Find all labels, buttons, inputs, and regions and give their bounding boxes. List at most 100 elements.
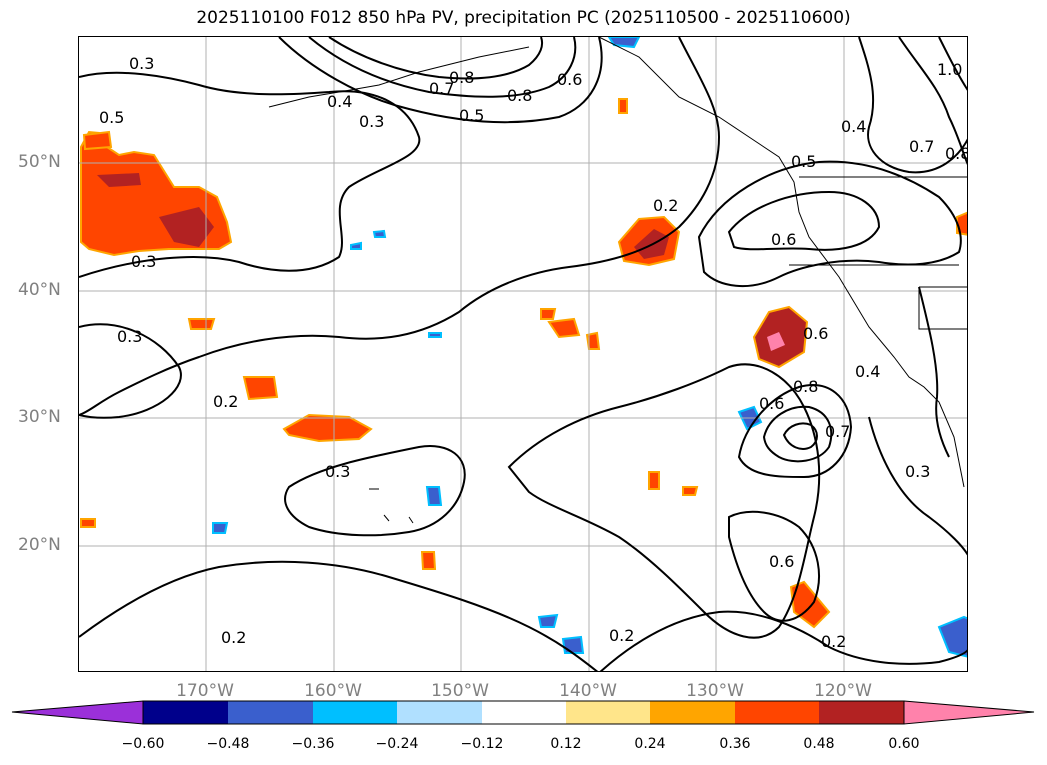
map-title: 2025110100 F012 850 hPa PV, precipitatio… (196, 8, 851, 28)
contour-label: 0.7 (825, 422, 850, 441)
coastline-north-america (598, 37, 965, 488)
contour-label: 0.6 (769, 552, 794, 571)
contour-21 (938, 37, 967, 91)
precip-core-east-mid (767, 332, 785, 351)
contour-11 (762, 405, 833, 463)
hawaii-islands (369, 488, 414, 524)
contour-12 (782, 422, 818, 450)
contour-10 (737, 384, 853, 479)
contour-7 (697, 160, 962, 288)
map-panel: 0.3 0.4 0.5 0.3 0.7 0.8 0.5 0.8 0.6 1.0 … (78, 36, 968, 672)
contour-8 (727, 190, 881, 251)
contour-label: 0.4 (841, 117, 866, 136)
precip-area-west-top (82, 130, 113, 151)
colorbar-outline (142, 700, 905, 725)
lon-label-170w: 170°W (176, 681, 234, 701)
contour-label: 0.7 (429, 79, 454, 98)
colorbar-tick: 0.60 (888, 736, 920, 752)
lon-label-120w: 120°W (814, 681, 872, 701)
contour-1 (79, 71, 421, 278)
precip-area-mid1 (242, 376, 279, 401)
colorbar-swatch (819, 701, 904, 724)
contour-5 (79, 37, 721, 416)
precip-core-west (97, 173, 214, 247)
pv-contours (79, 37, 967, 671)
contour-label: 0.3 (131, 252, 156, 271)
lat-label-50n: 50°N (18, 152, 61, 172)
contour-17 (868, 416, 967, 556)
colorbar-tick: −0.36 (291, 736, 335, 752)
contour-label: 0.3 (117, 327, 142, 346)
precip-area-mid4 (540, 308, 601, 350)
precip-positive-areas (80, 98, 967, 629)
precip-area-small1 (80, 98, 967, 570)
colorbar-extend-left (11, 700, 144, 725)
border-states (789, 264, 967, 330)
contour-label-group: 0.3 0.4 0.5 0.3 0.7 0.8 0.5 0.8 0.6 1.0 … (99, 54, 968, 651)
contour-label: 0.8 (793, 377, 818, 396)
colorbar-swatch (482, 701, 566, 724)
contour-label: 0.2 (213, 392, 238, 411)
coastline-aleutians (268, 46, 530, 108)
colorbar-tick: −0.24 (375, 736, 419, 752)
lon-label-140w: 140°W (559, 681, 617, 701)
colorbar-tick: −0.12 (460, 736, 504, 752)
precip-area-west (80, 130, 233, 257)
map-canvas: 0.3 0.4 0.5 0.3 0.7 0.8 0.5 0.8 0.6 1.0 … (79, 37, 968, 671)
contour-label: 0.2 (221, 628, 246, 647)
contour-label: 0.6 (759, 394, 784, 413)
colorbar-tick: 0.12 (550, 736, 582, 752)
contour-label: 0.6 (771, 230, 796, 249)
contour-6 (79, 323, 182, 419)
contour-label: 0.3 (325, 462, 350, 481)
contour-15 (79, 560, 599, 671)
precip-area-mid2 (282, 413, 373, 443)
contour-label: 1.0 (937, 60, 962, 79)
contour-label: 0.4 (327, 92, 352, 111)
colorbar-swatch (397, 701, 482, 724)
colorbar-swatch (735, 701, 819, 724)
contour-3 (308, 37, 577, 98)
precip-neg-se (937, 615, 967, 658)
contour-label: 0.2 (609, 626, 634, 645)
lon-label-160w: 160°W (304, 681, 362, 701)
contour-9 (507, 363, 821, 639)
precip-neg-small (212, 229, 585, 654)
contour-label: 0.8 (507, 86, 532, 105)
colorbar-extend-right (903, 700, 1035, 725)
contour-14 (284, 445, 466, 537)
contour-label: 0.8 (945, 144, 968, 163)
contour-4 (328, 37, 544, 80)
contour-label: 0.7 (909, 137, 934, 156)
contour-label: 0.6 (557, 70, 582, 89)
contour-label: 0.2 (653, 196, 678, 215)
colorbar-swatch (313, 701, 397, 724)
colorbar-swatch (650, 701, 735, 724)
colorbar-tick: 0.48 (803, 736, 835, 752)
contour-label: 0.8 (449, 68, 474, 87)
lat-label-40n: 40°N (18, 280, 61, 300)
contour-label: 0.2 (821, 632, 846, 651)
precip-area-mid3 (187, 318, 216, 330)
colorbar-tick: 0.24 (634, 736, 666, 752)
lat-label-30n: 30°N (18, 407, 61, 427)
graticule (79, 37, 967, 671)
contour-label: 0.5 (99, 108, 124, 127)
contour-19 (858, 37, 967, 174)
contour-label: 0.3 (359, 112, 384, 131)
contour-18 (918, 286, 950, 458)
precip-neg-top (607, 37, 641, 49)
lat-label-20n: 20°N (18, 535, 61, 555)
contour-label: 0.5 (791, 152, 816, 171)
contour-label: 0.6 (803, 324, 828, 343)
colorbar-tick: −0.60 (121, 736, 165, 752)
contour-16 (599, 610, 967, 671)
lon-label-130w: 130°W (686, 681, 744, 701)
contour-20 (898, 37, 967, 165)
colorbar-swatch (143, 701, 228, 724)
contour-label: 0.4 (855, 362, 880, 381)
contour-13 (728, 510, 820, 622)
colorbar-swatch (228, 701, 313, 724)
contour-label: 0.5 (459, 106, 484, 125)
contour-2 (278, 37, 603, 124)
